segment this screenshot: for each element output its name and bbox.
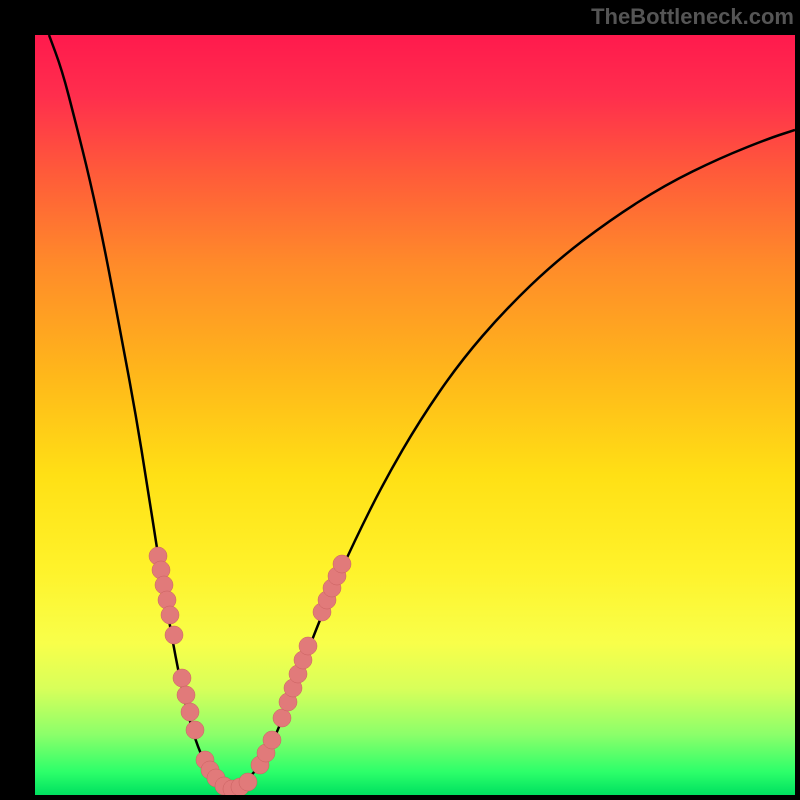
- marker-point: [173, 669, 191, 687]
- plot-area: [35, 35, 795, 795]
- marker-point: [177, 686, 195, 704]
- marker-point: [165, 626, 183, 644]
- marker-point: [263, 731, 281, 749]
- marker-point: [333, 555, 351, 573]
- marker-point: [181, 703, 199, 721]
- gradient-background: [35, 35, 795, 795]
- chart-svg: [35, 35, 795, 795]
- marker-point: [239, 773, 257, 791]
- marker-point: [299, 637, 317, 655]
- marker-point: [273, 709, 291, 727]
- chart-container: TheBottleneck.com: [0, 0, 800, 800]
- watermark-text: TheBottleneck.com: [591, 4, 794, 30]
- marker-point: [186, 721, 204, 739]
- marker-point: [161, 606, 179, 624]
